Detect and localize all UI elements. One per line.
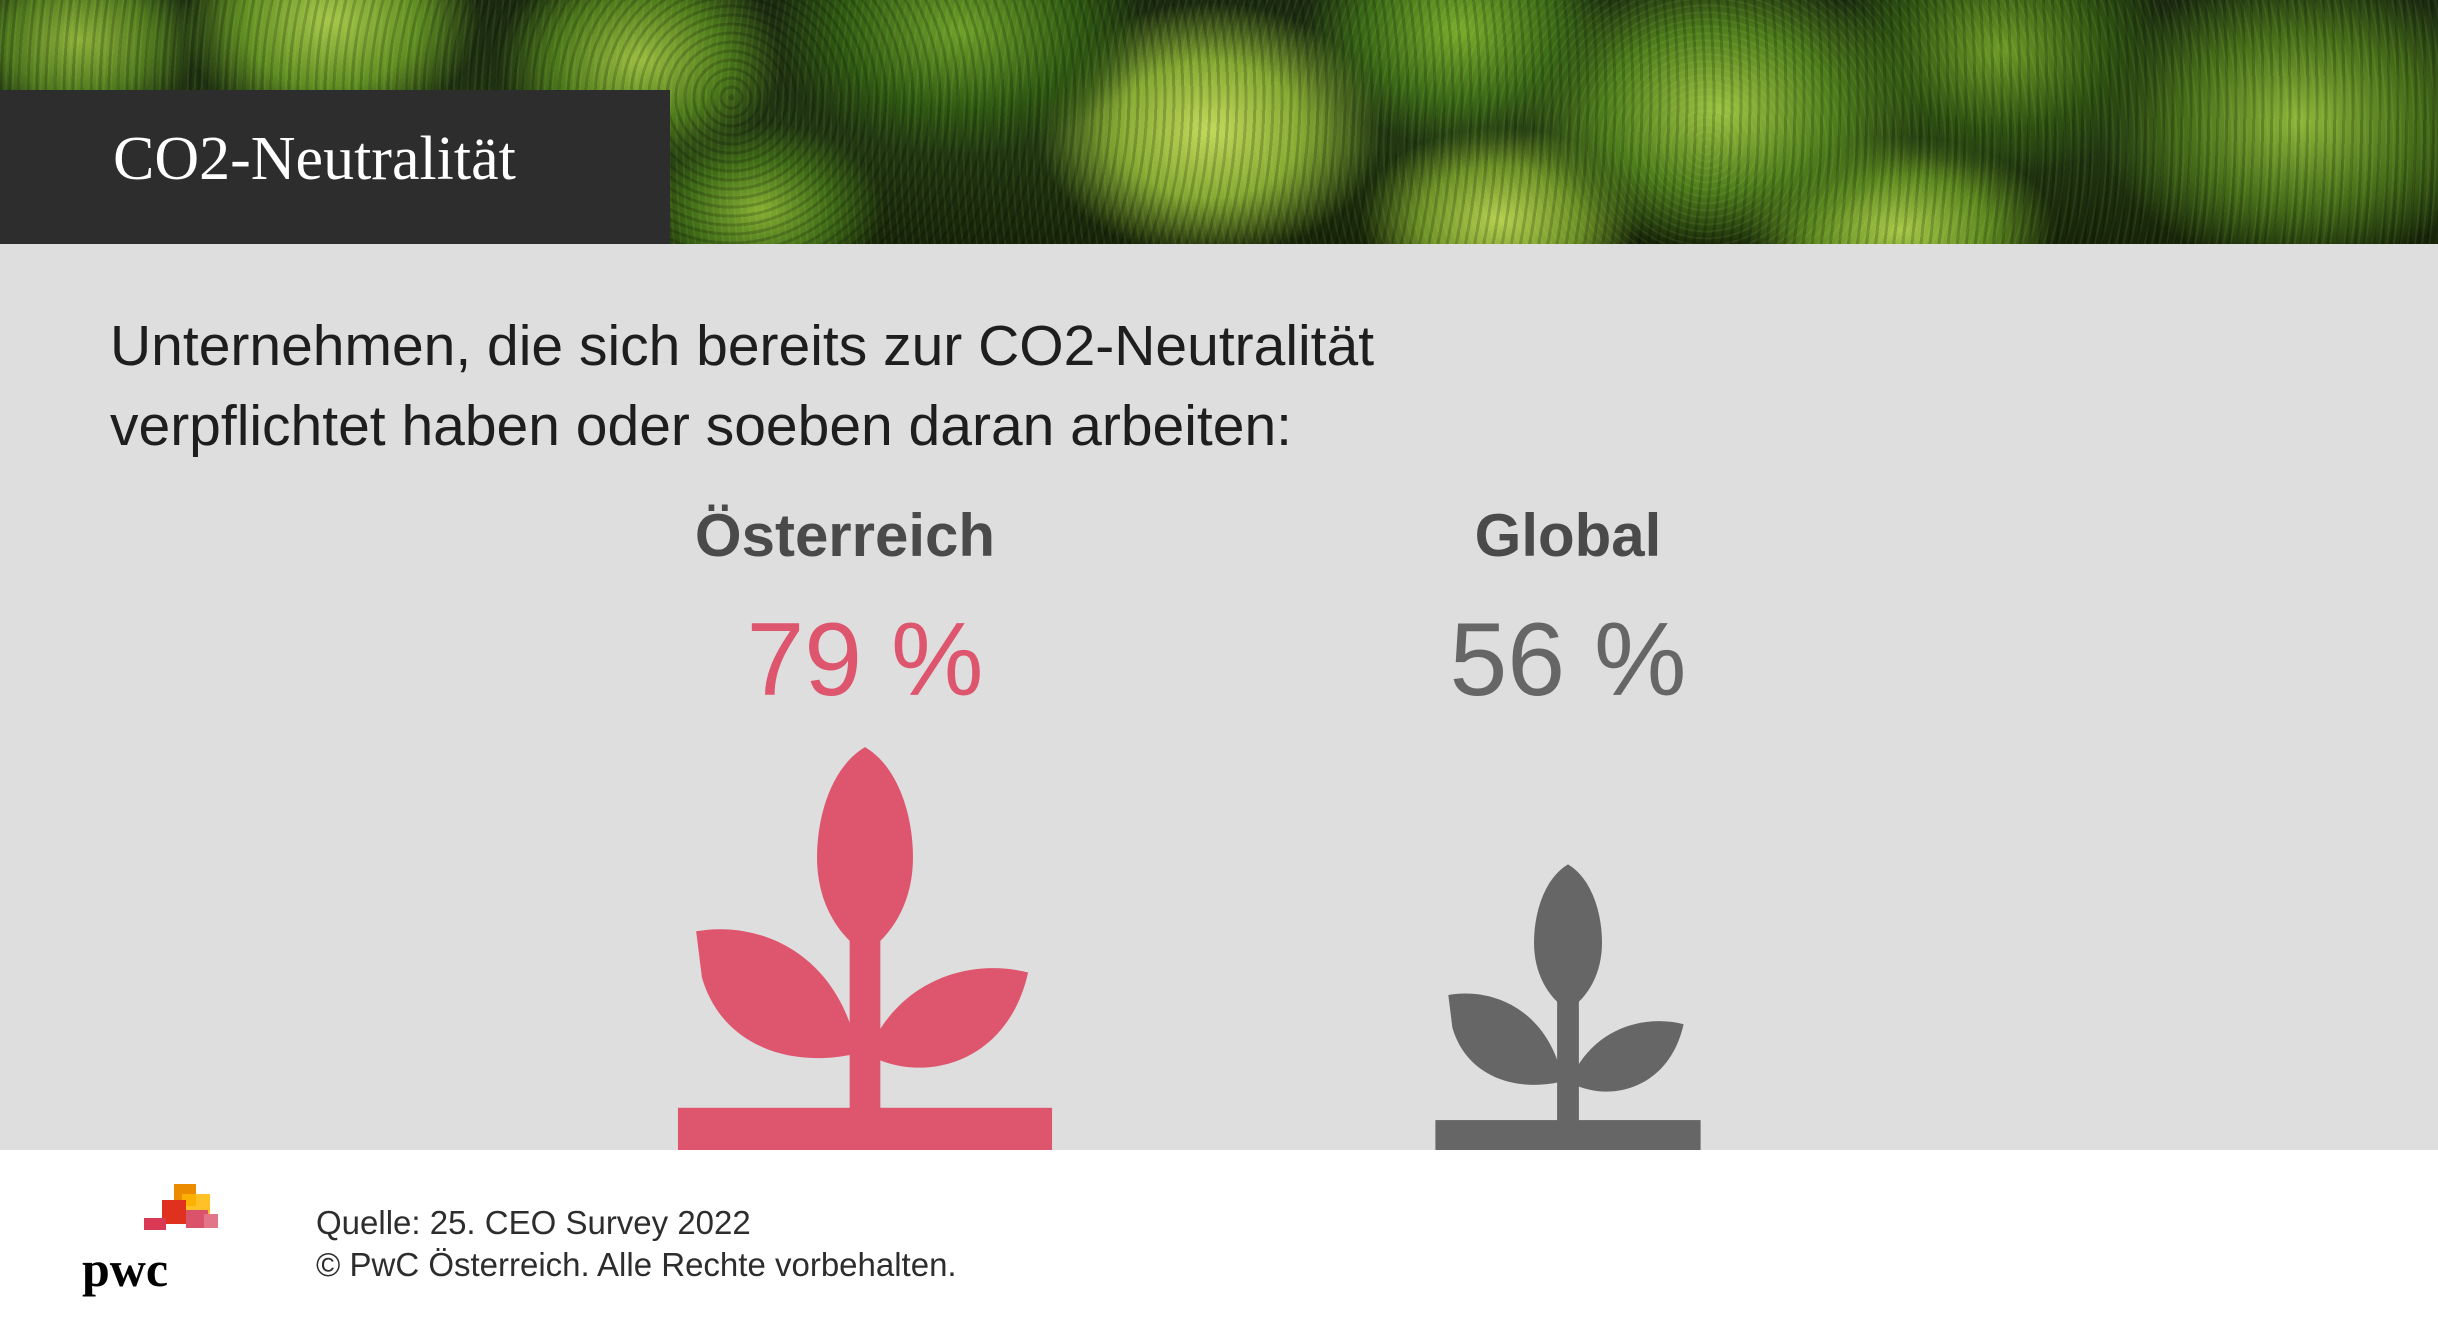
plant-part xyxy=(696,929,854,1059)
category-label-global: Global xyxy=(1474,502,1662,569)
plant-part xyxy=(1557,1000,1579,1123)
footer-text: Quelle: 25. CEO Survey 2022 © PwC Österr… xyxy=(316,1202,957,1286)
logo-text: pwc xyxy=(82,1241,168,1297)
logo-block xyxy=(204,1214,218,1228)
plant-part xyxy=(1534,864,1602,1011)
value-label-global: 56 % xyxy=(1449,602,1687,718)
plant-part xyxy=(1435,1120,1701,1150)
plant-part xyxy=(1576,1021,1684,1092)
title-box xyxy=(0,90,670,244)
plant-part xyxy=(876,968,1029,1068)
plant-bar-global xyxy=(1435,864,1701,1150)
logo-block xyxy=(144,1218,166,1230)
plant-bar-oesterreich xyxy=(677,747,1053,1150)
page-title: CO2-Neutralität xyxy=(113,125,516,193)
chart-title-line-2: verpflichtet haben oder soeben daran arb… xyxy=(110,394,1292,458)
source-note: Quelle: 25. CEO Survey 2022 xyxy=(316,1204,751,1241)
pwc-logo: pwc xyxy=(82,1184,218,1297)
category-label-oesterreich: Österreich xyxy=(694,502,996,569)
chart-title-line-1: Unternehmen, die sich bereits zur CO2-Ne… xyxy=(110,314,1375,378)
chart-title: Unternehmen, die sich bereits zur CO2-Ne… xyxy=(110,306,1710,466)
plant-part xyxy=(817,747,913,954)
value-label-oesterreich: 79 % xyxy=(746,602,984,718)
chart-panel xyxy=(0,244,2438,1150)
plant-part xyxy=(677,1107,1053,1150)
plant-part xyxy=(1448,993,1560,1085)
copyright-note: © PwC Österreich. Alle Rechte vorbehalte… xyxy=(316,1246,957,1283)
logo-block xyxy=(186,1210,208,1228)
plant-bars xyxy=(677,747,1701,1150)
plant-part xyxy=(849,938,881,1112)
